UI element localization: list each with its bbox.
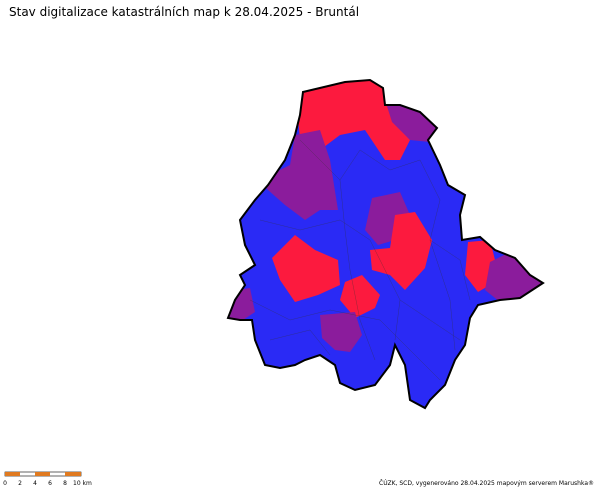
scale-label: 4 — [33, 480, 37, 487]
cadastral-boundaries — [249, 139, 471, 381]
analog-area — [370, 212, 432, 290]
district-map — [228, 80, 543, 408]
analog-area — [272, 235, 340, 302]
analog-area — [340, 275, 380, 318]
scale-label: 2 — [18, 480, 22, 487]
scale-label: 8 — [63, 480, 67, 487]
scale-label: 10 km — [73, 480, 92, 487]
scale-bar-segment — [5, 472, 20, 476]
mixed-area — [260, 130, 338, 220]
scale-bar-segment — [65, 472, 81, 476]
analog-area — [295, 80, 410, 160]
credit: ČÚZK, SCD, vygenerováno 28.04.2025 mapov… — [379, 480, 594, 487]
mixed-area — [485, 252, 543, 302]
mixed-area — [385, 100, 440, 142]
mixed-area — [320, 312, 362, 352]
map-title: Stav digitalizace katastrálních map k 28… — [9, 5, 359, 19]
scale-bar-segment — [35, 472, 50, 476]
scale-label: 0 — [3, 480, 7, 487]
scale-bar: 0 2 4 6 8 10 km — [3, 471, 92, 487]
district-outline — [226, 78, 545, 410]
scale-label: 6 — [48, 480, 52, 487]
